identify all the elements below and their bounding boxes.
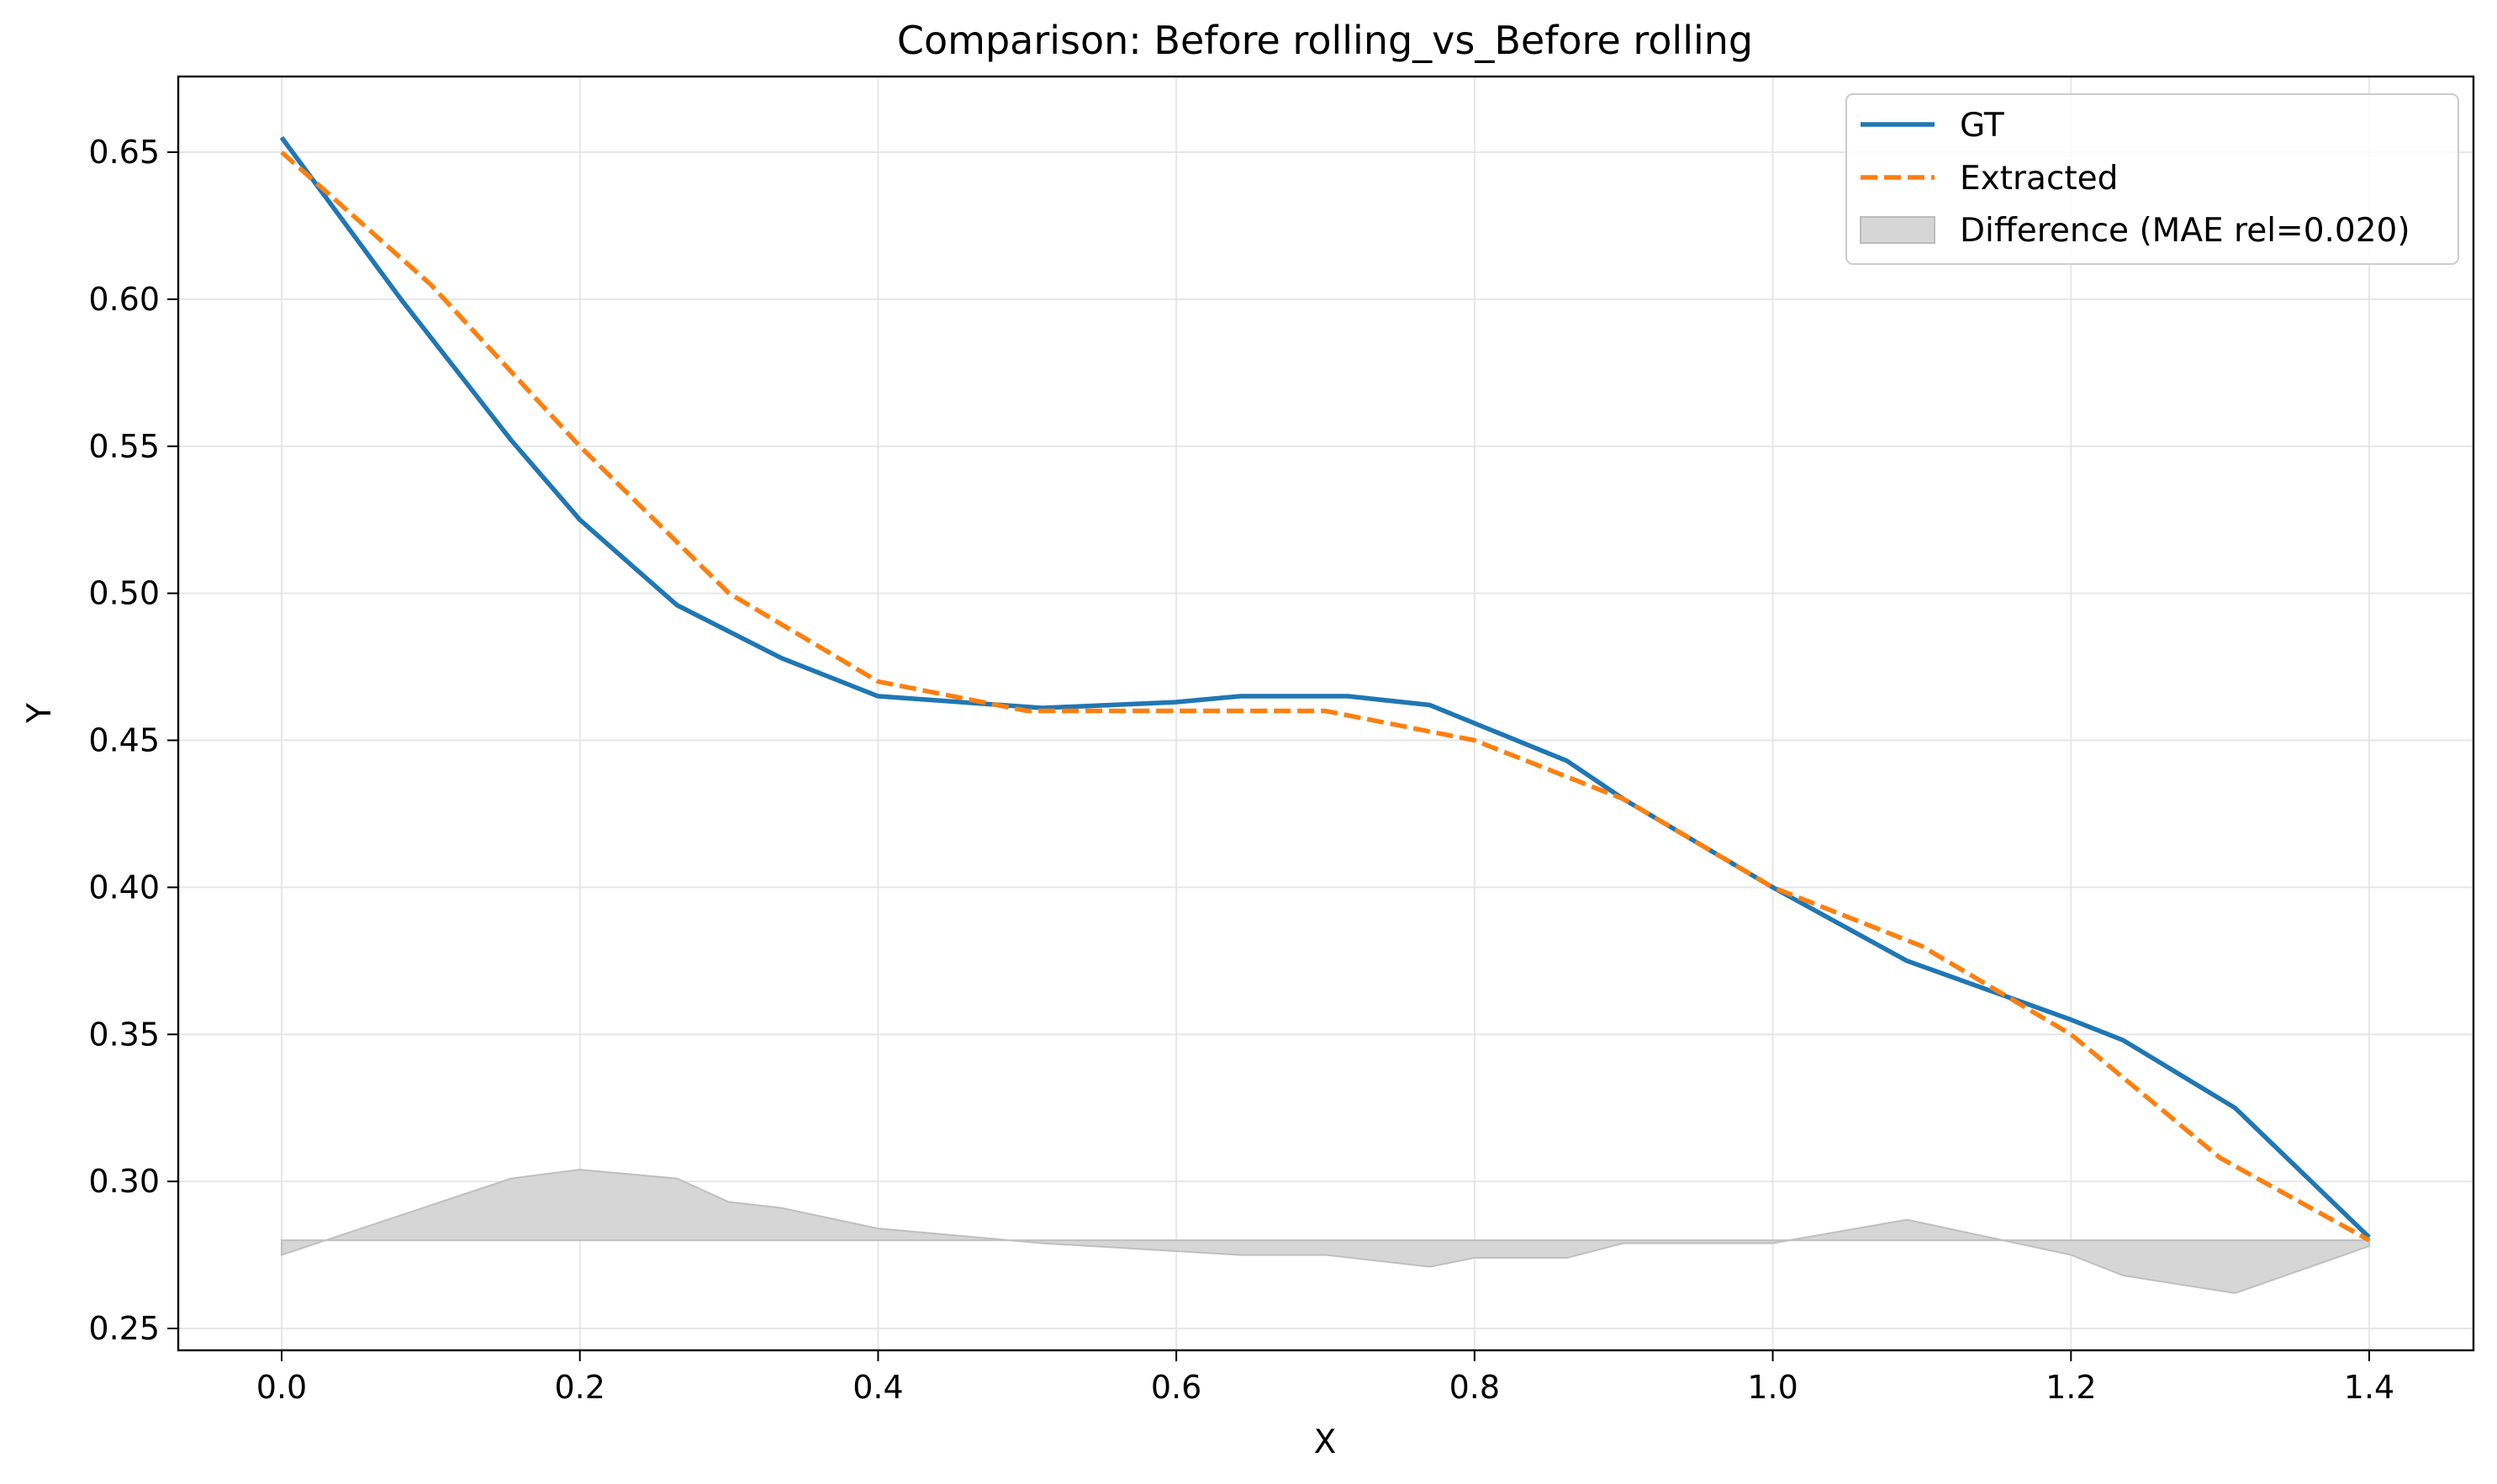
x-tick-label: 1.0 <box>1747 1369 1798 1406</box>
grid-lines <box>178 77 2473 1350</box>
x-axis-label: X <box>1314 1423 1337 1461</box>
legend: GT Extracted Difference (MAE rel=0.020) <box>1845 93 2459 265</box>
x-tick-label: 0.6 <box>1151 1369 1201 1406</box>
legend-label-gt: GT <box>1960 107 2004 145</box>
series-line-gt <box>279 135 2371 1239</box>
plot-frame <box>177 75 2475 1352</box>
y-tick-label: 0.35 <box>88 1016 160 1053</box>
series-lines <box>279 135 2371 1243</box>
x-axis-ticks: 0.0 0.2 0.4 0.6 0.8 1.0 1.2 1.4 <box>256 1350 2394 1406</box>
y-tick-label: 0.50 <box>88 575 160 612</box>
y-tick-label: 0.65 <box>88 134 160 171</box>
y-tick-label: 0.25 <box>88 1310 160 1347</box>
y-tick-label: 0.55 <box>88 428 160 465</box>
legend-label-difference: Difference (MAE rel=0.020) <box>1960 212 2410 250</box>
x-tick-label: 0.2 <box>554 1369 604 1406</box>
difference-area <box>281 1169 2370 1295</box>
chart-title: Comparison: Before rolling_vs_Before rol… <box>897 18 1753 63</box>
legend-box <box>1845 93 2459 265</box>
x-tick-label: 0.4 <box>853 1369 903 1406</box>
legend-label-extracted: Extracted <box>1960 160 2118 198</box>
series-line-extracted <box>280 150 2371 1243</box>
x-tick-label: 0.0 <box>256 1369 307 1406</box>
x-tick-label: 1.4 <box>2344 1369 2394 1406</box>
y-tick-label: 0.45 <box>88 722 160 759</box>
y-tick-label: 0.60 <box>88 281 160 318</box>
x-tick-label: 1.2 <box>2046 1369 2096 1406</box>
y-tick-label: 0.30 <box>88 1163 160 1200</box>
y-axis-ticks: 0.25 0.30 0.35 0.40 0.45 0.50 0.55 0.60 0.65 <box>88 134 178 1347</box>
x-tick-label: 0.8 <box>1449 1369 1500 1406</box>
legend-swatch-difference <box>1860 216 1935 244</box>
y-tick-label: 0.40 <box>88 869 160 906</box>
difference-area-group <box>281 1169 2370 1295</box>
y-axis-label: Y <box>21 703 59 724</box>
